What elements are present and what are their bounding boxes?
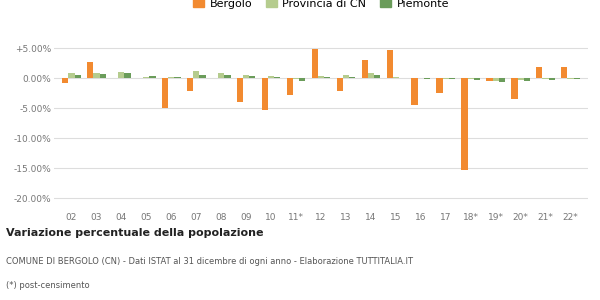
Bar	[412, 78, 418, 105]
Text: (*) post-censimento: (*) post-censimento	[6, 281, 89, 290]
Bar	[237, 78, 243, 102]
Bar	[518, 78, 524, 80]
Bar	[100, 74, 106, 78]
Bar	[124, 73, 131, 78]
Legend: Bergolo, Provincia di CN, Piemonte: Bergolo, Provincia di CN, Piemonte	[193, 0, 449, 8]
Bar	[311, 49, 318, 78]
Bar	[493, 78, 499, 81]
Bar	[524, 78, 530, 81]
Bar	[349, 77, 355, 78]
Bar	[268, 76, 274, 78]
Text: Variazione percentuale della popolazione: Variazione percentuale della popolazione	[6, 227, 263, 238]
Bar	[168, 77, 175, 78]
Bar	[262, 78, 268, 110]
Bar	[224, 75, 230, 78]
Bar	[461, 78, 467, 170]
Bar	[94, 73, 100, 78]
Bar	[568, 78, 574, 79]
Bar	[175, 77, 181, 78]
Bar	[449, 78, 455, 79]
Text: COMUNE DI BERGOLO (CN) - Dati ISTAT al 31 dicembre di ogni anno - Elaborazione T: COMUNE DI BERGOLO (CN) - Dati ISTAT al 3…	[6, 257, 413, 266]
Bar	[324, 77, 331, 78]
Bar	[162, 78, 168, 108]
Bar	[87, 62, 94, 78]
Bar	[536, 67, 542, 78]
Bar	[249, 76, 256, 78]
Bar	[424, 78, 430, 79]
Bar	[436, 78, 443, 93]
Bar	[499, 78, 505, 82]
Bar	[542, 78, 548, 79]
Bar	[187, 78, 193, 91]
Bar	[337, 78, 343, 91]
Bar	[274, 77, 280, 78]
Bar	[118, 72, 124, 78]
Bar	[362, 60, 368, 78]
Bar	[393, 77, 399, 78]
Bar	[74, 75, 81, 78]
Bar	[548, 78, 555, 80]
Bar	[62, 78, 68, 83]
Bar	[374, 75, 380, 78]
Bar	[68, 73, 74, 78]
Bar	[149, 76, 155, 78]
Bar	[467, 78, 474, 79]
Bar	[386, 50, 393, 78]
Bar	[143, 77, 149, 78]
Bar	[318, 76, 324, 78]
Bar	[199, 75, 206, 78]
Bar	[561, 67, 568, 78]
Bar	[443, 78, 449, 79]
Bar	[574, 78, 580, 79]
Bar	[343, 75, 349, 78]
Bar	[474, 78, 480, 80]
Bar	[511, 78, 518, 99]
Bar	[368, 73, 374, 78]
Bar	[193, 71, 199, 78]
Bar	[218, 73, 224, 78]
Bar	[299, 78, 305, 81]
Bar	[487, 78, 493, 81]
Bar	[293, 78, 299, 79]
Bar	[243, 75, 249, 78]
Bar	[287, 78, 293, 95]
